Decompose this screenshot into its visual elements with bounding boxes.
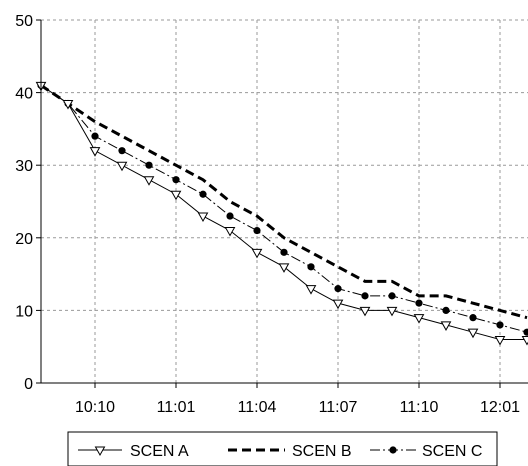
data-point-scen-a <box>224 227 236 237</box>
x-tick-label: 11:07 <box>319 399 358 416</box>
data-point-scen-a <box>62 99 74 110</box>
data-point-scen-a <box>278 263 290 273</box>
data-point-scen-a <box>251 248 263 259</box>
data-point-scen-c <box>334 285 342 293</box>
series-scen-a <box>35 81 528 346</box>
grid <box>41 19 528 383</box>
data-point-scen-c <box>523 328 528 336</box>
series-line-scen-c <box>40 84 528 333</box>
data-point-scen-c <box>361 292 369 300</box>
x-tick-label: 10:10 <box>75 399 115 416</box>
x-tick-label: 12:01 <box>480 399 520 416</box>
x-tick-label: 11:01 <box>157 399 196 416</box>
series-line-scen-a <box>40 84 527 340</box>
data-point-scen-c <box>253 226 261 235</box>
legend-item-scen-c: SCEN C <box>370 443 482 460</box>
x-axis-ticks: 10:10 11:01 11:04 11:07 11:10 12:01 <box>75 383 520 416</box>
data-point-scen-c <box>496 321 504 329</box>
data-point-scen-c <box>442 306 450 314</box>
data-point-scen-a <box>143 176 155 186</box>
data-point-scen-a <box>413 314 425 324</box>
legend-label-scen-a: SCEN A <box>130 443 189 460</box>
y-tick-label: 0 <box>24 376 33 393</box>
legend-label-scen-c: SCEN C <box>422 443 482 460</box>
series-scen-b <box>40 84 528 320</box>
data-point-scen-a <box>197 212 209 223</box>
data-point-scen-a <box>494 335 506 346</box>
y-tick-label: 40 <box>15 86 33 103</box>
legend-marker-scen-a <box>94 446 106 457</box>
data-point-scen-c <box>118 147 126 155</box>
data-point-scen-a <box>305 285 317 295</box>
data-point-scen-c <box>469 314 477 322</box>
data-point-scen-c <box>199 190 207 198</box>
data-point-scen-a <box>116 161 128 172</box>
legend-box <box>67 431 498 466</box>
data-point-scen-c <box>145 161 153 169</box>
y-tick-label: 10 <box>15 303 33 320</box>
x-tick-label: 11:10 <box>400 399 439 416</box>
legend-label-scen-b: SCEN B <box>292 443 352 460</box>
data-point-scen-a <box>386 306 398 317</box>
legend-item-scen-a: SCEN A <box>78 443 189 460</box>
series-line-scen-b <box>40 84 528 320</box>
data-point-scen-c <box>415 299 423 307</box>
legend: SCEN A SCEN B SCEN C <box>67 431 498 466</box>
data-point-scen-a <box>89 147 101 157</box>
data-point-scen-c <box>91 132 99 140</box>
data-point-scen-c <box>388 292 396 300</box>
y-tick-label: 30 <box>15 158 33 175</box>
series-scen-c <box>37 81 528 336</box>
data-point-scen-a <box>521 335 528 346</box>
data-point-scen-a <box>440 321 452 331</box>
x-tick-label: 11:04 <box>238 399 277 416</box>
y-tick-label: 20 <box>15 231 33 248</box>
data-point-scen-a <box>332 299 344 310</box>
series-group <box>35 81 528 346</box>
y-axis-ticks: 0 10 20 30 40 50 <box>15 13 41 393</box>
data-point-scen-a <box>467 328 479 339</box>
data-point-scen-a <box>359 306 371 317</box>
data-point-scen-c <box>226 212 234 220</box>
data-point-scen-c <box>172 176 180 184</box>
y-tick-label: 50 <box>15 13 33 30</box>
data-point-scen-c <box>307 263 315 271</box>
data-point-scen-a <box>170 190 182 201</box>
data-point-scen-c <box>280 248 288 256</box>
legend-marker-scen-c <box>389 446 397 454</box>
legend-item-scen-b: SCEN B <box>228 443 352 460</box>
